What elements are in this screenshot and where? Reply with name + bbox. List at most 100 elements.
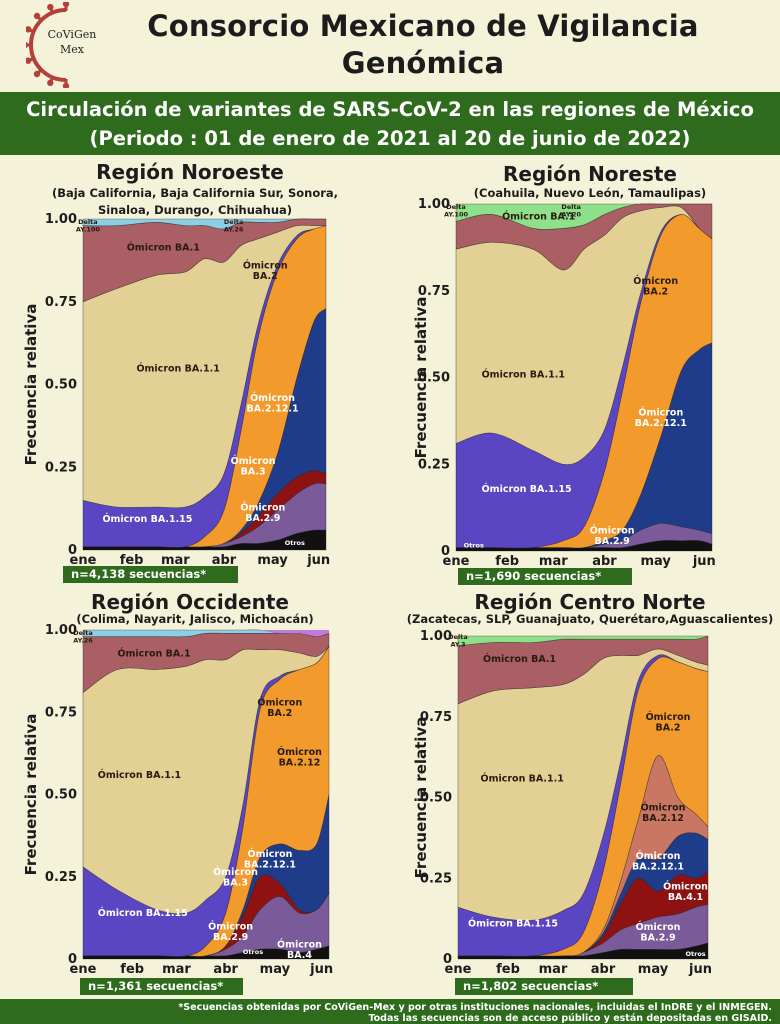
x-tick-label: may: [638, 962, 669, 977]
region-states-line1: (Zacatecas, SLP, Guanajuato, Querétaro,A…: [406, 612, 774, 626]
series-label: Delta AY.26: [224, 218, 244, 234]
series-label: Ómicron BA.3: [213, 866, 258, 889]
series-label: Ómicron BA.2: [243, 260, 288, 283]
series-label: Delta AY.3: [448, 633, 468, 649]
y-axis-label: Frecuencia relativa: [22, 714, 40, 876]
panel-noroeste: Región Noroeste (Baja California, Baja C…: [0, 158, 390, 588]
series-label: Ómicron BA.1.1: [482, 369, 565, 381]
subtitle-line2: (Periodo : 01 de enero de 2021 al 20 de …: [89, 127, 691, 150]
sequence-count: n=1,361 secuencias*: [80, 978, 243, 995]
region-states-line2: Sinaloa, Durango, Chihuahua): [97, 203, 293, 217]
series-label: Ómicron BA.2.12: [277, 746, 322, 769]
y-tick-label: 0: [443, 952, 452, 967]
stacked-area-chart: 0 0.25 0.50 0.75 1.00 ene feb mar abr may jun Frecu…: [412, 629, 712, 977]
region-title: Región Occidente: [91, 590, 289, 614]
x-tick-label: ene: [445, 962, 472, 977]
y-axis-label: Frecuencia relativa: [22, 304, 40, 466]
series-label: Ómicron BA.2.9: [208, 920, 253, 943]
virus-spikes-icon: [26, 2, 70, 88]
x-tick-label: abr: [213, 962, 238, 977]
x-tick-label: jun: [306, 553, 330, 568]
series-label: Ómicron BA.2: [257, 697, 302, 720]
series-area-other-top: [83, 630, 329, 637]
virus-spike-tip: [33, 12, 41, 20]
x-tick-label: abr: [591, 962, 616, 977]
region-states-line1: (Coahuila, Nuevo León, Tamaulipas): [473, 186, 707, 200]
y-tick-label: 0.25: [45, 870, 77, 885]
series-area-delta-ay-20: [455, 203, 712, 230]
y-tick-label: 0.50: [45, 788, 77, 803]
region-title: Región Noreste: [502, 162, 677, 186]
y-tick-label: 0.75: [418, 284, 450, 299]
virus-spike-tip: [26, 41, 29, 49]
series-area-delta-ay-26: [82, 218, 326, 230]
stacked-area-chart: 0 0.25 0.50 0.75 1.00 ene feb mar abr may jun Frecu…: [22, 212, 330, 568]
virus-spike-tip: [33, 70, 41, 78]
series-area-delta-ay-3: [457, 635, 709, 647]
series-label: Ómicron BA.3: [231, 455, 276, 478]
x-tick-label: ene: [70, 962, 97, 977]
panel-centro-norte: Región Centro Norte (Zacatecas, SLP, Gua…: [390, 588, 780, 1018]
x-tick-label: abr: [592, 554, 617, 569]
series-label: Ómicron BA.1: [127, 241, 200, 253]
series-label: Delta AY.100: [444, 203, 469, 219]
x-tick-label: jun: [692, 554, 716, 569]
series-label: Ómicron BA.2.12: [641, 801, 686, 824]
y-tick-label: 0.25: [45, 460, 77, 475]
region-title: Región Noroeste: [96, 160, 284, 184]
y-tick-label: 1.00: [418, 197, 450, 212]
logo-text-line1: CoViGen: [48, 28, 97, 41]
virus-spike-tip: [47, 79, 54, 87]
y-tick-label: 0.50: [420, 791, 452, 806]
y-tick-label: 0.25: [418, 457, 450, 472]
panel-occidente: Región Occidente (Colima, Nayarit, Jalis…: [0, 588, 390, 1018]
virus-spike-tip: [47, 3, 54, 11]
series-label: Delta AY.20: [561, 203, 581, 219]
stacked-area-chart: 0 0.25 0.50 0.75 1.00 ene feb mar abr may jun Frecu…: [412, 197, 716, 569]
x-tick-label: may: [260, 962, 291, 977]
series-label: Ómicron BA.2.9: [636, 921, 681, 944]
x-tick-label: ene: [443, 554, 470, 569]
x-tick-label: mar: [539, 554, 568, 569]
series-label: Otros: [686, 950, 706, 958]
y-tick-label: 0.25: [420, 871, 452, 886]
page-title: Consorcio Mexicano de Vigilancia Genómic…: [118, 8, 728, 82]
region-states-line1: (Baja California, Baja California Sur, S…: [51, 186, 339, 200]
x-tick-label: feb: [496, 962, 520, 977]
x-tick-label: mar: [161, 553, 190, 568]
y-tick-label: 1.00: [45, 212, 77, 227]
series-label: Ómicron BA.1.1: [98, 769, 181, 781]
series-label: Ómicron BA.2: [633, 275, 678, 298]
virus-spike-tip: [26, 57, 32, 64]
x-tick-label: feb: [120, 962, 144, 977]
series-label: Otros: [464, 542, 484, 550]
panel-noreste: Región Noreste (Coahuila, Nuevo León, Ta…: [390, 158, 780, 588]
series-label: Ómicron BA.2.9: [240, 501, 285, 524]
series-label: Ómicron BA.4.1: [663, 881, 708, 904]
virus-spike-tip: [62, 2, 70, 8]
y-tick-label: 0: [441, 544, 450, 559]
page-title-line2: Genómica: [341, 46, 505, 80]
x-tick-label: mar: [539, 962, 568, 977]
x-tick-label: abr: [212, 553, 237, 568]
y-tick-label: 0.75: [45, 295, 77, 310]
series-label: Delta AY.26: [73, 629, 93, 645]
series-label: Ómicron BA.2.12.1: [635, 407, 687, 430]
series-label: Ómicron BA.2: [646, 711, 691, 734]
y-tick-label: 0.50: [45, 378, 77, 393]
y-tick-label: 0.50: [418, 371, 450, 386]
series-label: Ómicron BA.2.12.1: [632, 850, 684, 873]
y-tick-label: 1.00: [45, 623, 77, 638]
footer-line1: *Secuencias obtenidas por CoViGen-Mex y …: [178, 1002, 772, 1013]
sequence-count: n=4,138 secuencias*: [63, 566, 238, 583]
series-label: Ómicron BA.4: [277, 938, 322, 961]
x-tick-label: may: [257, 553, 288, 568]
header: CoViGen Mex Consorcio Mexicano de Vigila…: [0, 0, 780, 92]
x-tick-label: feb: [120, 553, 144, 568]
series-label: Ómicron BA.1: [117, 647, 190, 659]
series-label: Ómicron BA.1: [483, 653, 556, 665]
x-tick-label: mar: [162, 962, 191, 977]
series-label: Otros: [285, 539, 305, 547]
region-title: Región Centro Norte: [474, 590, 706, 614]
x-tick-label: may: [640, 554, 671, 569]
